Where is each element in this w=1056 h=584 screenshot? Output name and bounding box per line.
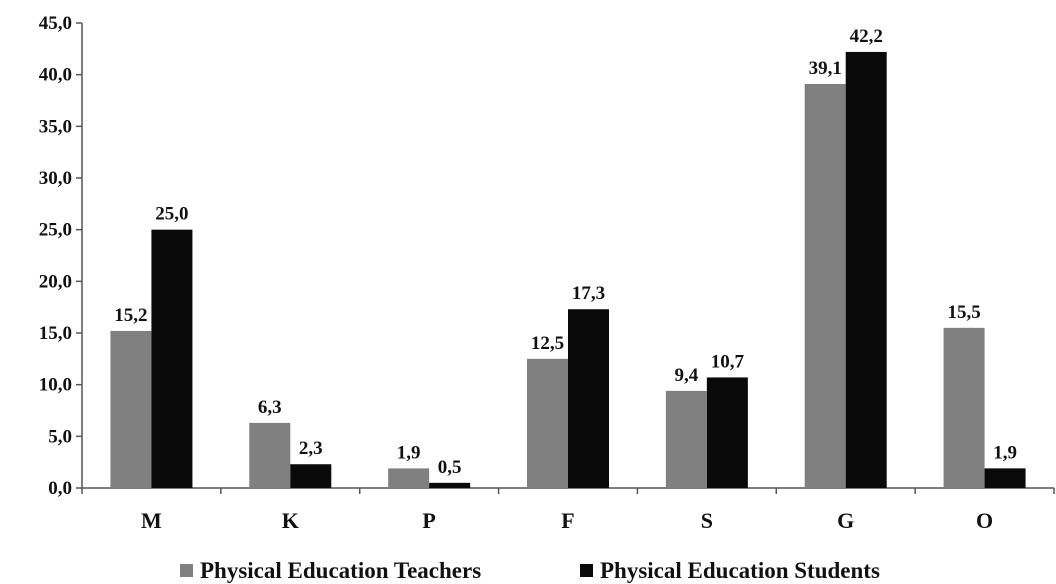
bar-students <box>429 482 471 488</box>
x-category-label: P <box>422 508 435 533</box>
y-tick-label: 25,0 <box>39 220 72 241</box>
data-labels: 15,2 25,0 6,3 2,3 1,9 0,5 12,5 17,3 9,4 10,7 39,1 4… <box>114 26 1017 478</box>
legend-swatch-students <box>580 564 593 577</box>
legend-label-students: Physical Education Students <box>600 558 880 583</box>
y-tick-label: 5,0 <box>48 426 72 447</box>
data-label: 10,7 <box>711 351 745 372</box>
y-tick-label: 40,0 <box>39 65 72 86</box>
bar-students <box>151 229 193 488</box>
y-tick-label: 20,0 <box>39 271 72 292</box>
y-tick-label: 15,0 <box>39 323 72 344</box>
data-label: 0,5 <box>438 457 462 478</box>
data-label: 15,5 <box>947 302 980 323</box>
x-category-label: S <box>701 508 713 533</box>
y-tick-label: 35,0 <box>39 116 72 137</box>
data-label: 1,9 <box>397 442 421 463</box>
data-label: 9,4 <box>674 365 698 386</box>
bar-teachers <box>249 422 291 488</box>
legend: Physical Education Teachers Physical Edu… <box>180 558 880 583</box>
legend-label-teachers: Physical Education Teachers <box>200 558 481 583</box>
bar-students <box>290 464 332 488</box>
bar-students <box>568 309 609 488</box>
y-tick-label: 10,0 <box>39 375 72 396</box>
y-tick-label: 45,0 <box>39 13 72 34</box>
data-label: 25,0 <box>155 204 188 225</box>
data-label: 2,3 <box>299 438 323 459</box>
y-axis: 0,0 5,0 10,0 15,0 20,0 25,0 30,0 35,0 40,0 45,0 <box>39 13 83 499</box>
bar-teachers <box>804 83 846 488</box>
data-label: 1,9 <box>993 442 1017 463</box>
x-category-label: K <box>282 508 299 533</box>
data-label: 42,2 <box>850 26 883 47</box>
bar-teachers <box>665 390 707 488</box>
bar-students <box>845 51 887 488</box>
data-label: 12,5 <box>531 333 564 354</box>
bar-teachers <box>527 358 568 488</box>
data-label: 15,2 <box>114 305 147 326</box>
legend-swatch-teachers <box>180 564 193 577</box>
data-label: 6,3 <box>258 397 282 418</box>
bar-students <box>706 377 748 488</box>
bars <box>110 51 1026 488</box>
x-category-label: F <box>561 508 574 533</box>
y-tick-label: 30,0 <box>39 168 72 189</box>
x-category-label: M <box>141 508 162 533</box>
bar-teachers <box>943 327 985 488</box>
data-label: 39,1 <box>809 58 842 79</box>
bar-students <box>984 468 1026 488</box>
data-label: 17,3 <box>572 283 605 304</box>
x-category-label: G <box>837 508 854 533</box>
bar-teachers <box>388 468 430 488</box>
y-tick-label: 0,0 <box>48 478 72 499</box>
x-category-label: O <box>976 508 993 533</box>
bar-teachers <box>110 330 152 488</box>
